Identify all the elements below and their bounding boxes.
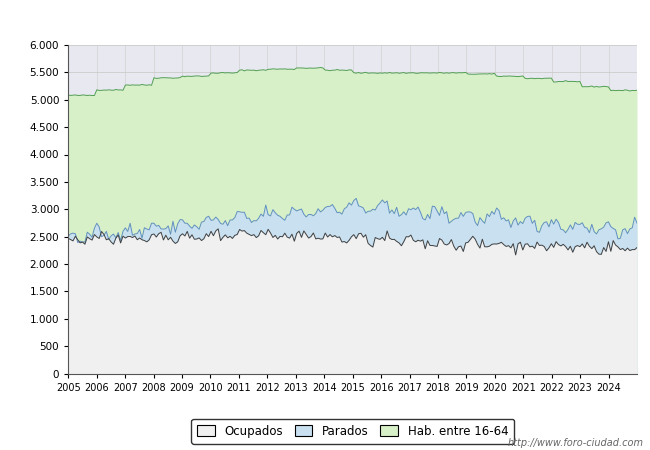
Text: http://www.foro-ciudad.com: http://www.foro-ciudad.com	[508, 438, 644, 448]
Legend: Ocupados, Parados, Hab. entre 16-64: Ocupados, Parados, Hab. entre 16-64	[191, 419, 514, 444]
Text: Archidona - Evolucion de la poblacion en edad de Trabajar Noviembre de 2024: Archidona - Evolucion de la poblacion en…	[63, 13, 587, 26]
